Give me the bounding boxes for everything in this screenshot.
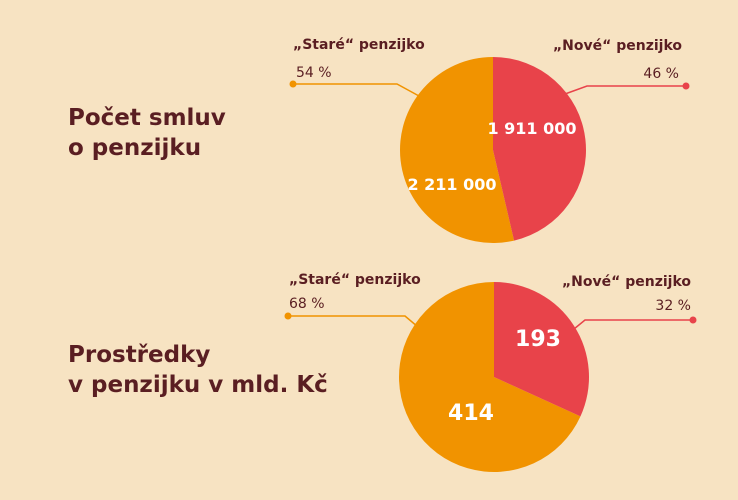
chart1-leader-line-nove — [564, 85, 686, 95]
chart2-percent-label-stare: 68 % — [289, 296, 325, 312]
chart1-title: Počet smluv o penzijku — [68, 103, 226, 163]
chart1-title-line1: Počet smluv — [68, 105, 226, 131]
chart1-leader-line-stare — [293, 83, 420, 97]
chart1-legend-label-nove: „Nové“ penzijko — [553, 38, 682, 54]
chart2-legend-label-stare: „Staré“ penzijko — [289, 272, 421, 288]
chart2-value-label-stare: 414 — [448, 401, 494, 426]
chart1-percent-label-stare: 54 % — [296, 65, 332, 81]
chart2-title-line2: v penzijku v mld. Kč — [68, 372, 328, 398]
chart1-slice-stare — [400, 57, 515, 243]
chart2-value-label-nove: 193 — [515, 327, 561, 352]
chart2-title: Prostředky v penzijku v mld. Kč — [68, 340, 328, 400]
chart2-slice-nove — [494, 282, 589, 417]
chart2-percent-label-nove: 32 % — [655, 298, 691, 314]
chart2-leader-line-nove — [573, 319, 693, 330]
chart2-legend-label-nove: „Nové“ penzijko — [562, 274, 691, 290]
chart1-value-label-stare: 2 211 000 — [407, 175, 496, 194]
chart1-leader-dot-nove — [682, 82, 690, 90]
chart1-percent-label-nove: 46 % — [643, 66, 679, 82]
chart1-leader-dot-stare — [289, 80, 297, 88]
chart1-legend-label-stare: „Staré“ penzijko — [293, 37, 425, 53]
chart1-value-label-nove: 1 911 000 — [487, 119, 576, 138]
chart1-slice-nove — [493, 57, 587, 241]
chart2-leader-line-stare — [288, 315, 419, 328]
chart2-slice-stare — [398, 282, 581, 472]
chart2-leader-dot-nove — [689, 316, 697, 324]
chart2-leader-dot-stare — [284, 312, 292, 320]
chart2-title-line1: Prostředky — [68, 342, 211, 368]
chart1-title-line2: o penzijku — [68, 135, 202, 161]
